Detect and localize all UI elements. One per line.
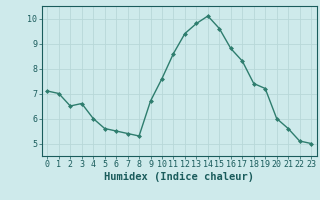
X-axis label: Humidex (Indice chaleur): Humidex (Indice chaleur) (104, 172, 254, 182)
